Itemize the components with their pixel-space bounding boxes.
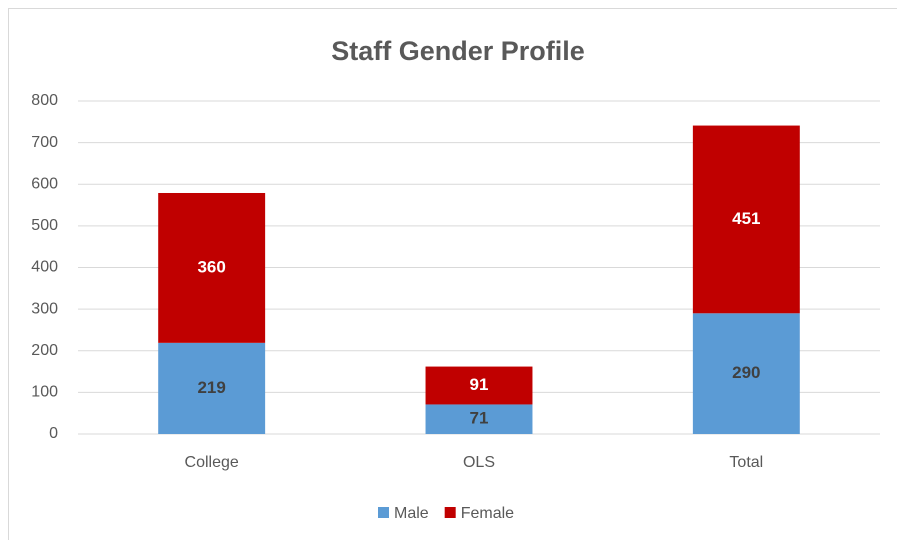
data-label: 360 xyxy=(197,257,225,276)
legend-label: Female xyxy=(461,505,514,522)
legend-swatch xyxy=(444,507,456,518)
y-tick-label: 800 xyxy=(31,92,58,109)
x-tick-label: OLS xyxy=(463,454,495,471)
data-label: 290 xyxy=(732,363,760,382)
y-tick-label: 700 xyxy=(31,134,58,151)
y-tick-label: 600 xyxy=(31,175,58,192)
y-tick-label: 500 xyxy=(31,217,58,234)
y-tick-label: 100 xyxy=(31,384,58,401)
bar-segment xyxy=(425,366,533,405)
bar-segment xyxy=(692,313,800,434)
y-tick-label: 0 xyxy=(49,425,58,442)
chart-title: Staff Gender Profile xyxy=(331,36,585,66)
bar-segment xyxy=(692,125,800,314)
x-tick-label: College xyxy=(185,454,239,471)
x-tick-label: Total xyxy=(729,454,763,471)
data-label: 219 xyxy=(197,378,225,397)
bar-segment xyxy=(425,404,533,434)
legend-swatch xyxy=(378,507,389,518)
y-tick-label: 400 xyxy=(31,259,58,276)
data-label: 91 xyxy=(470,375,489,394)
legend-label: Male xyxy=(394,505,429,522)
y-tick-label: 300 xyxy=(31,300,58,317)
data-label: 451 xyxy=(732,209,760,228)
bar-segment xyxy=(158,342,266,434)
bar-segment xyxy=(158,192,266,343)
y-tick-label: 200 xyxy=(31,342,58,359)
data-label: 71 xyxy=(470,409,489,428)
